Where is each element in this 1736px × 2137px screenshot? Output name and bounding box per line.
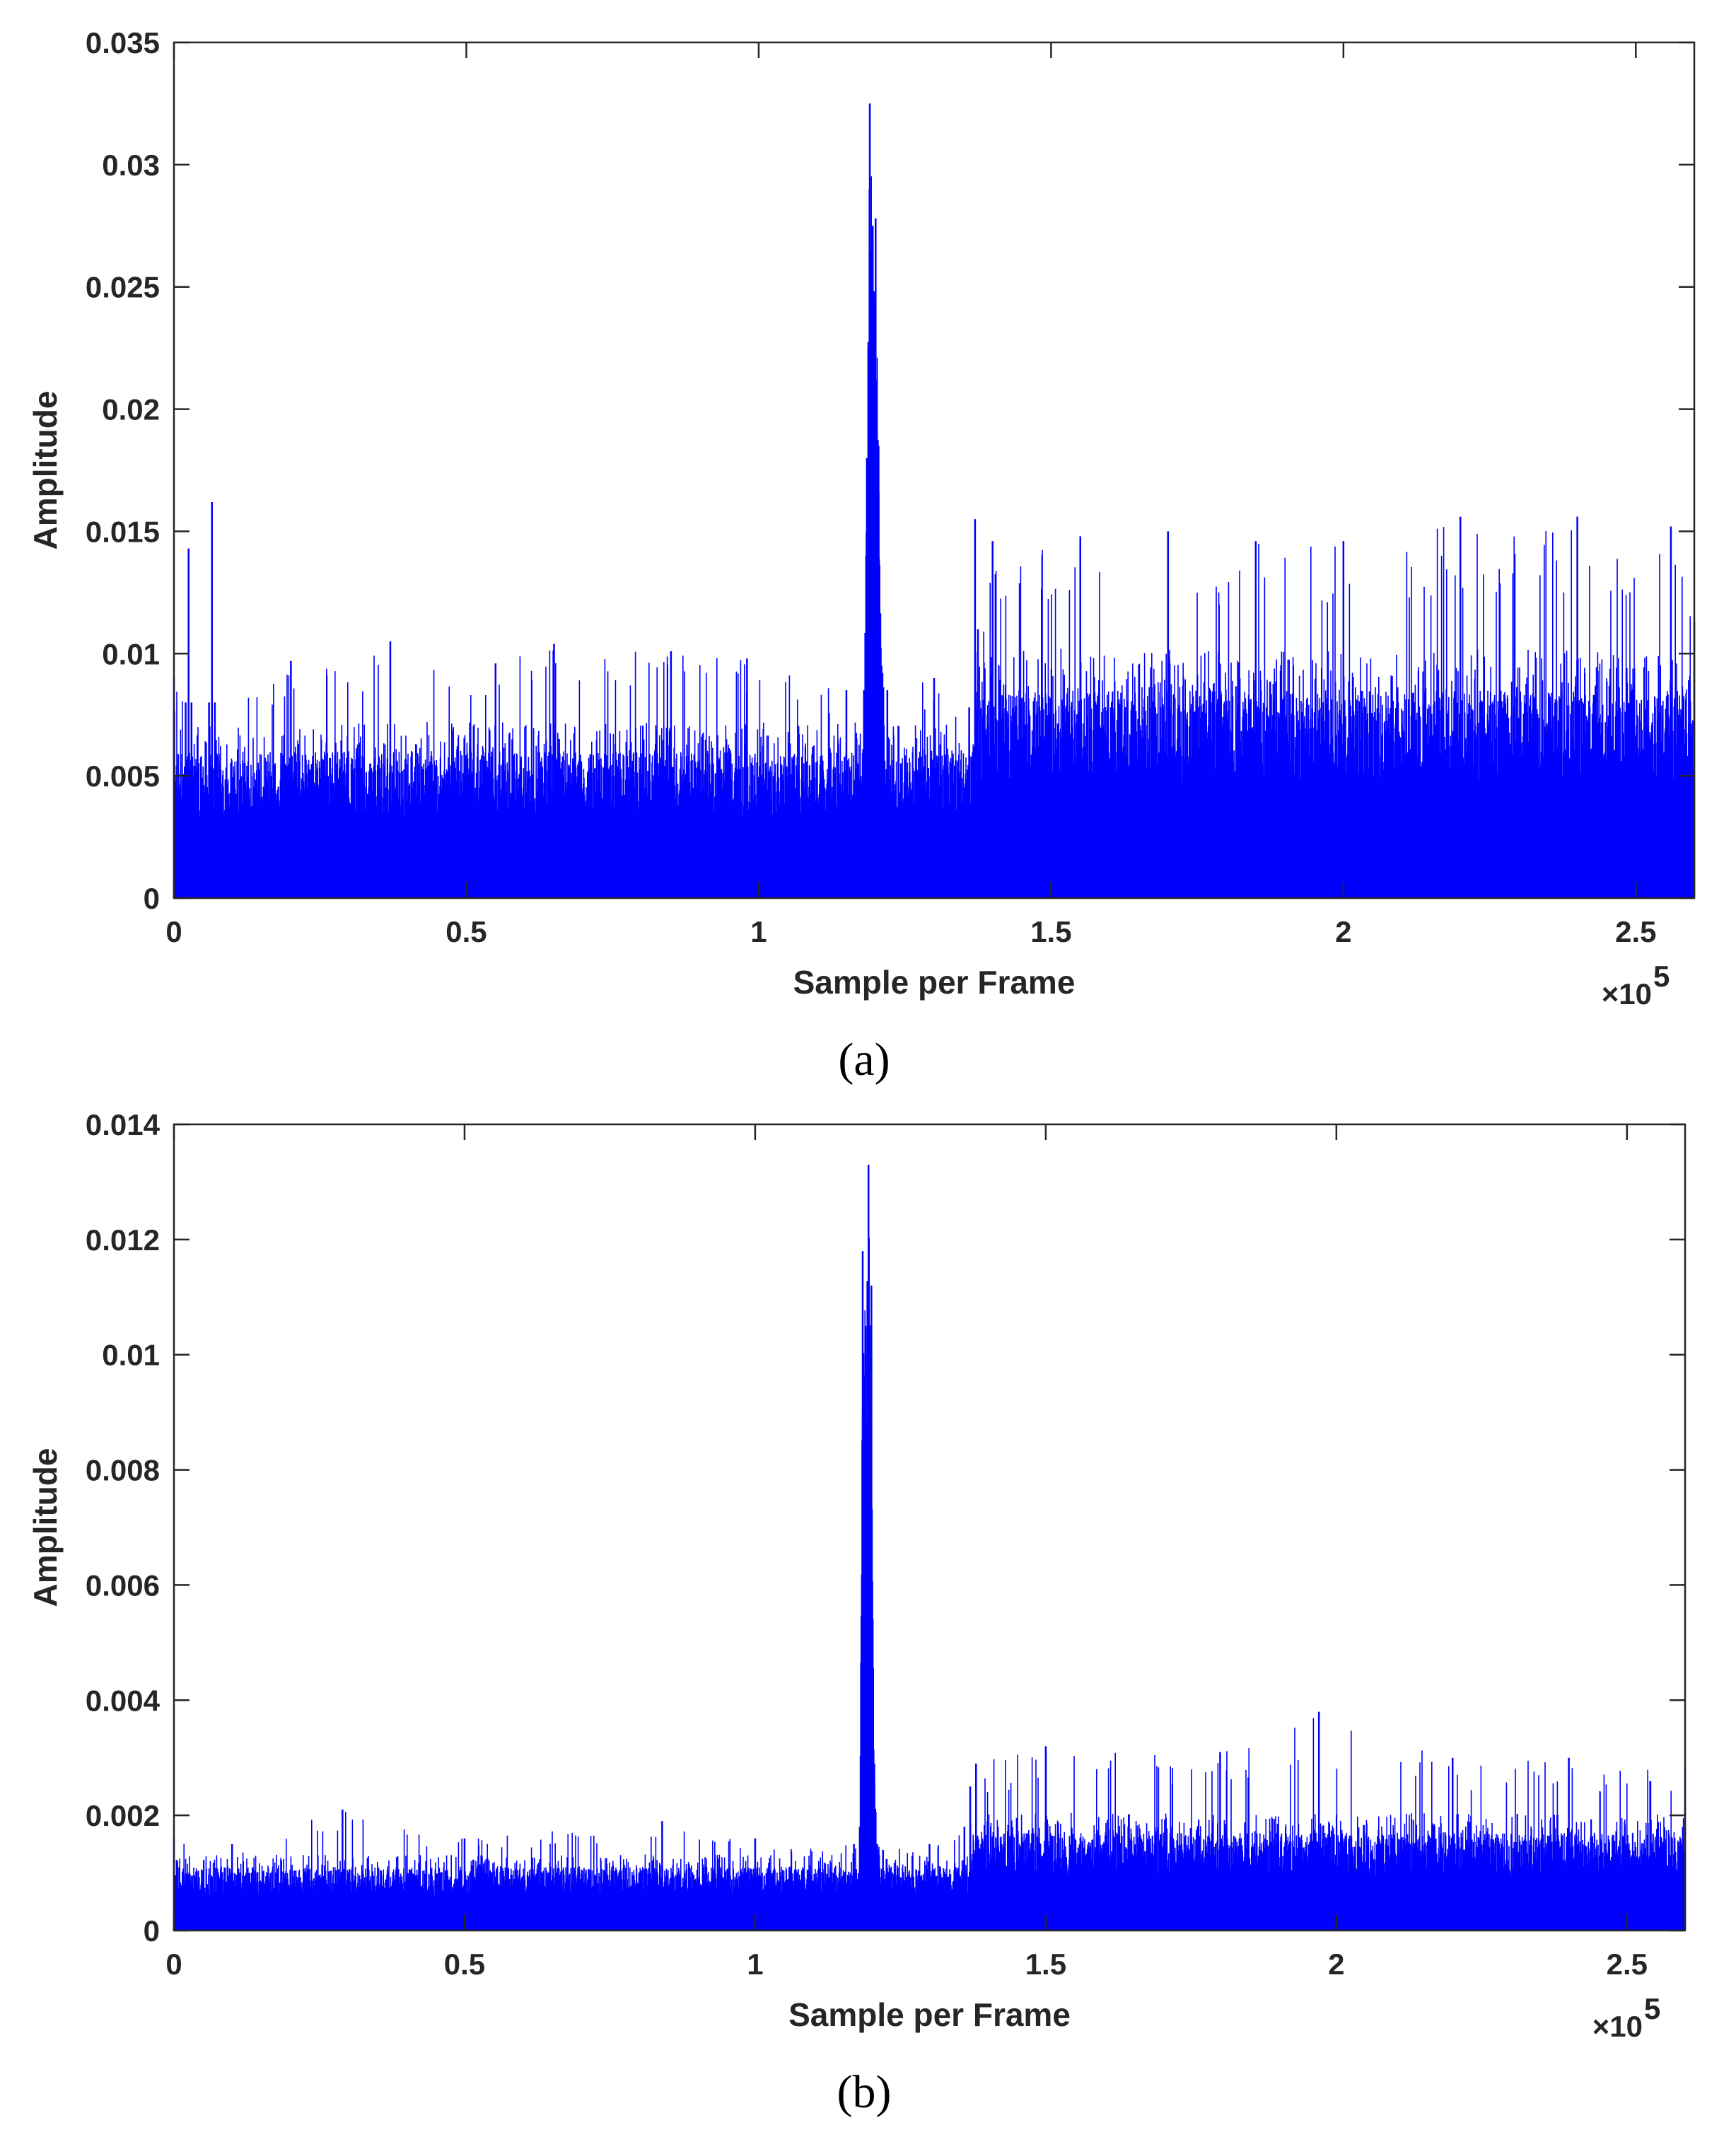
x-exponent-label: ×10 xyxy=(1602,977,1652,1011)
y-tick-label: 0 xyxy=(144,882,160,915)
x-tick-label: 2 xyxy=(1328,1947,1344,1981)
x-tick-label: 1.5 xyxy=(1025,1947,1066,1981)
y-axis-label: Amplitude xyxy=(27,1448,64,1607)
x-axis-label: Sample per Frame xyxy=(788,1996,1071,2033)
x-exponent-power: 5 xyxy=(1653,960,1670,993)
x-tick-label: 2 xyxy=(1335,915,1351,948)
y-tick-label: 0.014 xyxy=(86,1108,161,1141)
x-axis-label: Sample per Frame xyxy=(793,964,1076,1001)
x-tick-label: 0.5 xyxy=(444,1947,485,1981)
x-tick-label: 1 xyxy=(750,915,767,948)
axes-box xyxy=(173,41,1696,899)
y-tick-label: 0 xyxy=(144,1914,160,1947)
signal-series-line xyxy=(174,1238,1685,1931)
y-tick-label: 0.012 xyxy=(86,1223,160,1257)
x-tick-label: 0 xyxy=(165,915,182,948)
y-tick-label: 0.01 xyxy=(102,1339,160,1372)
y-tick-label: 0.005 xyxy=(86,759,160,793)
y-tick-label: 0.035 xyxy=(86,26,160,59)
x-tick-label: 2.5 xyxy=(1607,1947,1648,1981)
x-tick-label: 2.5 xyxy=(1615,915,1656,948)
chart-panel-a: 0 0.5 1 1.5 2 2.5 0 0.005 0.01 0.015 0.02 0.025 0.03… xyxy=(27,26,1696,1085)
x-tick-label: 0.5 xyxy=(445,915,487,948)
x-tick-label: 0 xyxy=(165,1947,182,1981)
chart-panel-b: 0 0.5 1 1.5 2 2.5 0 0.002 0.004 0.006 0.008 0.01 0.0… xyxy=(27,1108,1687,2118)
y-tick-label: 0.03 xyxy=(102,149,160,182)
y-tick-label: 0.006 xyxy=(86,1568,160,1602)
x-exponent-power: 5 xyxy=(1644,1992,1660,2025)
y-tick-label: 0.002 xyxy=(86,1799,160,1832)
y-tick-label: 0.02 xyxy=(102,393,160,426)
x-tick-label: 1 xyxy=(747,1947,763,1981)
y-tick-label: 0.008 xyxy=(86,1454,160,1487)
y-tick-label: 0.025 xyxy=(86,271,160,304)
y-tick-label: 0.004 xyxy=(86,1684,161,1717)
y-tick-label: 0.01 xyxy=(102,637,160,670)
panel-label: (a) xyxy=(838,1034,890,1085)
y-tick-label: 0.015 xyxy=(86,515,160,548)
x-tick-label: 1.5 xyxy=(1030,915,1071,948)
y-axis-label: Amplitude xyxy=(27,391,64,550)
axes-box xyxy=(173,1123,1687,1932)
x-exponent-label: ×10 xyxy=(1592,2010,1643,2043)
panel-label: (b) xyxy=(837,2066,892,2118)
